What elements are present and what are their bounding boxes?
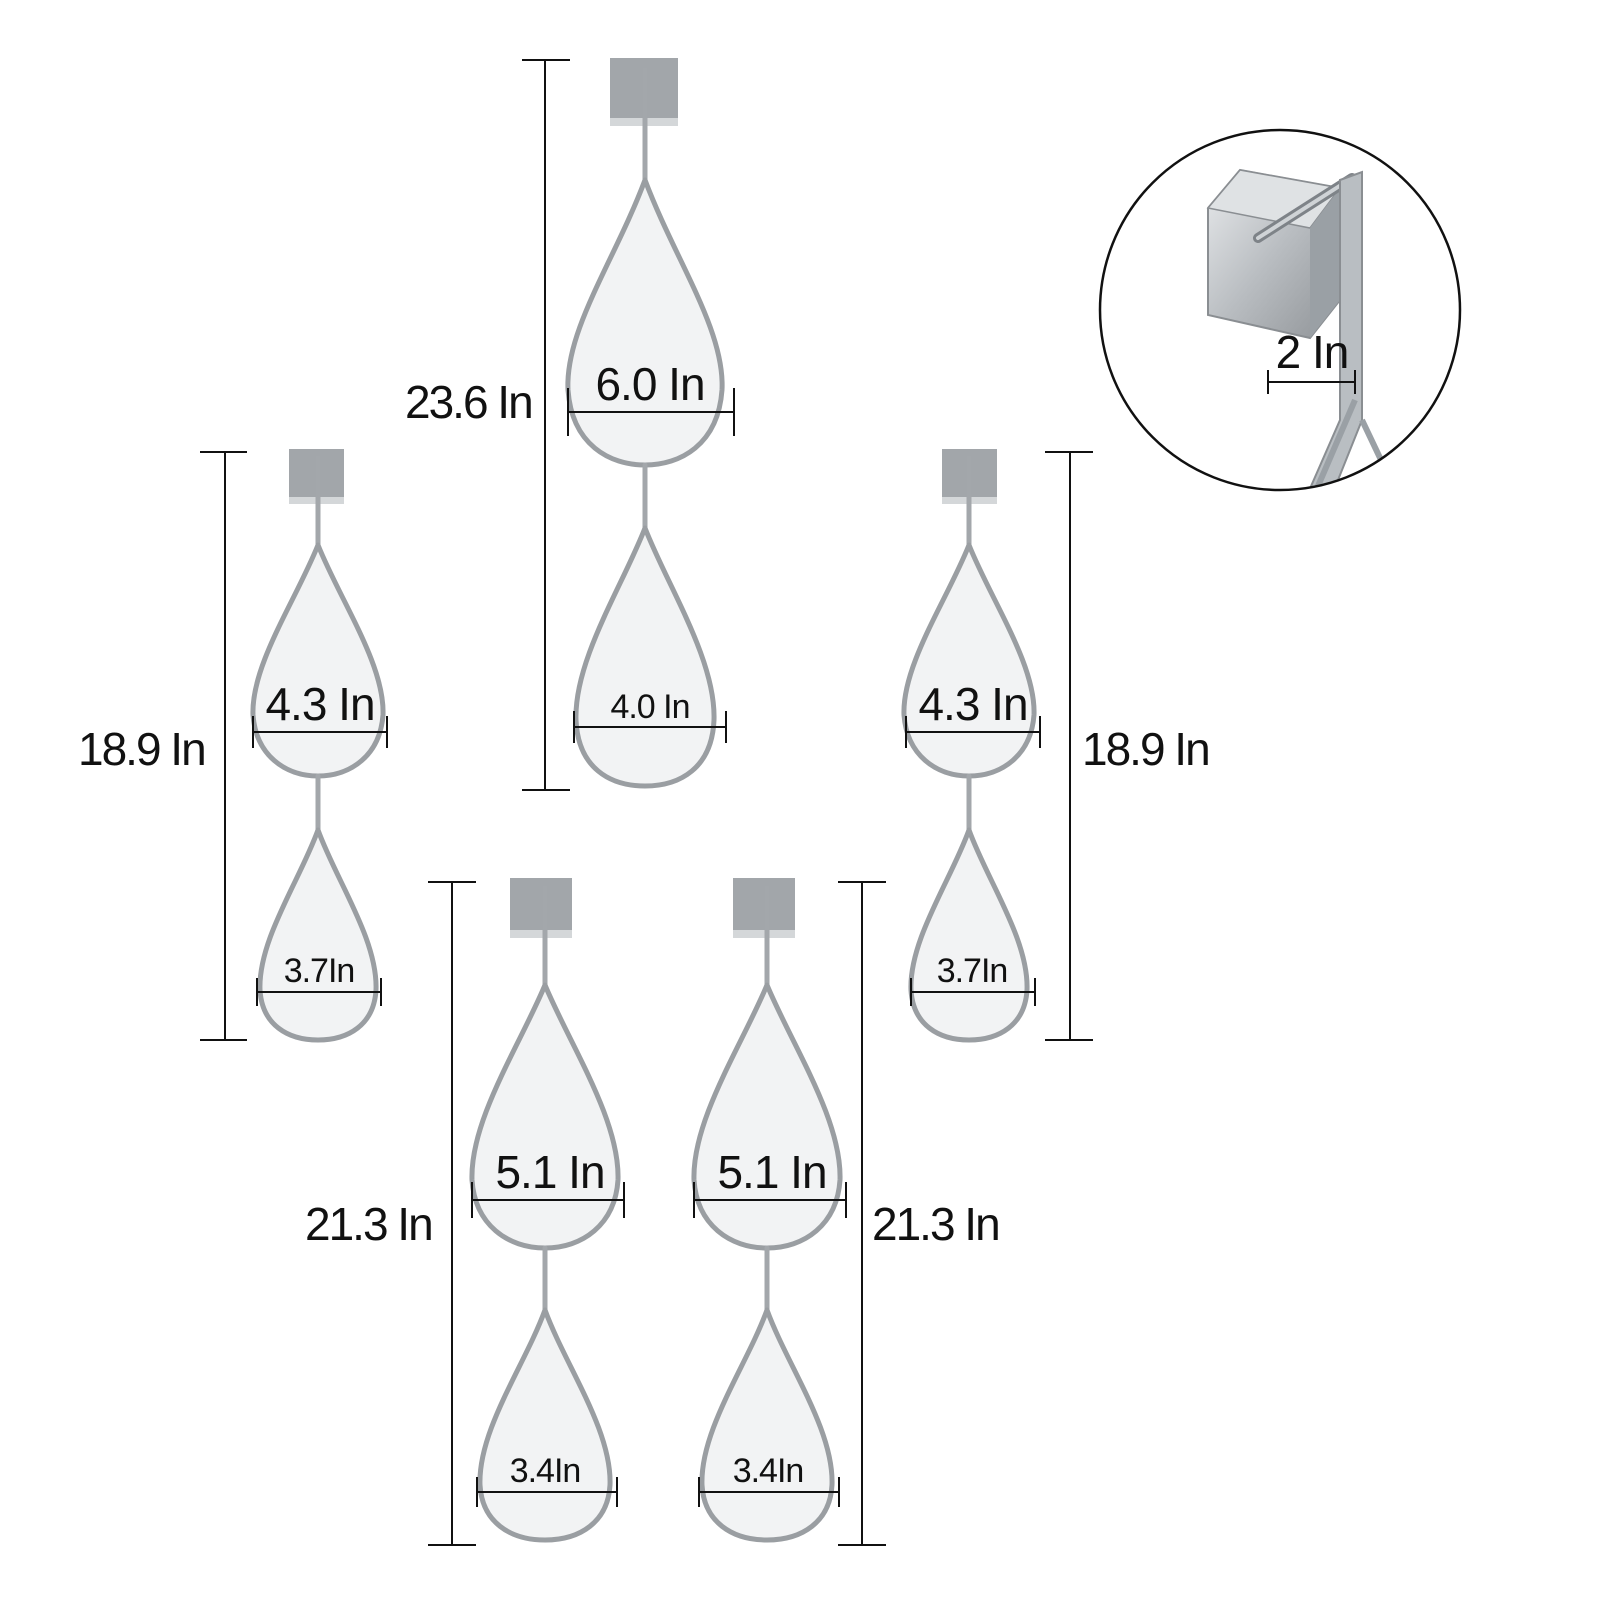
top-width-label: 6.0 In (595, 358, 704, 410)
bottom-width-label: 3.7In (284, 952, 355, 990)
bottom-width-dimension-line (476, 1477, 618, 1507)
teardrop-mirror-top (901, 542, 1037, 779)
bottom-width-label: 3.7In (937, 952, 1008, 990)
height-dimension-line (522, 59, 570, 791)
hook-width-dimension-line (1267, 370, 1356, 394)
hook-detail-callout: 2 In (1098, 128, 1462, 492)
top-width-dimension-line (252, 716, 388, 748)
height-dimension-line (200, 451, 247, 1041)
bottom-width-dimension-line (256, 978, 382, 1006)
top-width-label: 4.3 In (918, 678, 1027, 730)
bottom-width-label: 4.0 In (610, 688, 689, 726)
hook-width-label: 2 In (1276, 326, 1349, 378)
height-dimension-line (1045, 451, 1093, 1041)
height-label: 18.9 In (1082, 723, 1209, 775)
top-width-dimension-line (905, 716, 1041, 748)
top-width-dimension-line (471, 1182, 625, 1218)
bottom-width-dimension-line (698, 1477, 840, 1507)
teardrop-mirror-bottom (257, 827, 379, 1043)
teardrop-mirror-top (250, 542, 386, 779)
bottom-width-label: 3.4In (733, 1452, 804, 1490)
bottom-width-dimension-line (910, 978, 1036, 1006)
teardrop-mirror-top (469, 982, 621, 1251)
height-dimension-line (838, 881, 886, 1546)
teardrop-mirror-top (691, 982, 843, 1251)
top-width-label: 4.3 In (265, 678, 374, 730)
hanger-bracket (510, 878, 572, 938)
teardrop-mirror-bottom (699, 1307, 835, 1543)
teardrop-mirror-bottom (477, 1307, 613, 1543)
bottom-width-dimension-line (573, 711, 727, 743)
top-width-dimension-line (693, 1182, 847, 1218)
hanger-bottom-left: 21.3 In 5.1 In 3.4In (305, 878, 625, 1546)
height-label: 21.3 In (872, 1198, 999, 1250)
top-width-label: 5.1 In (495, 1146, 604, 1198)
hanger-center-top: 23.6 In 6.0 In 4.0 In (405, 58, 735, 791)
teardrop-mirror-bottom (573, 525, 717, 789)
teardrop-mirror-top (565, 177, 725, 468)
height-label: 23.6 In (405, 376, 532, 428)
height-label: 21.3 In (305, 1198, 432, 1250)
teardrop-mirror-bottom (908, 827, 1030, 1043)
hanger-left-middle: 18.9 In 4.3 In 3.7In (78, 449, 388, 1043)
hanger-right-middle: 18.9 In 4.3 In 3.7In (901, 449, 1211, 1043)
bottom-width-label: 3.4In (510, 1452, 581, 1490)
top-width-label: 5.1 In (717, 1146, 826, 1198)
top-width-dimension-line (567, 388, 735, 436)
hanger-bottom-right: 21.3 In 5.1 In 3.4In (691, 878, 1001, 1546)
height-dimension-line (428, 881, 476, 1546)
height-label: 18.9 In (78, 723, 205, 775)
hanger-bracket (733, 878, 795, 938)
